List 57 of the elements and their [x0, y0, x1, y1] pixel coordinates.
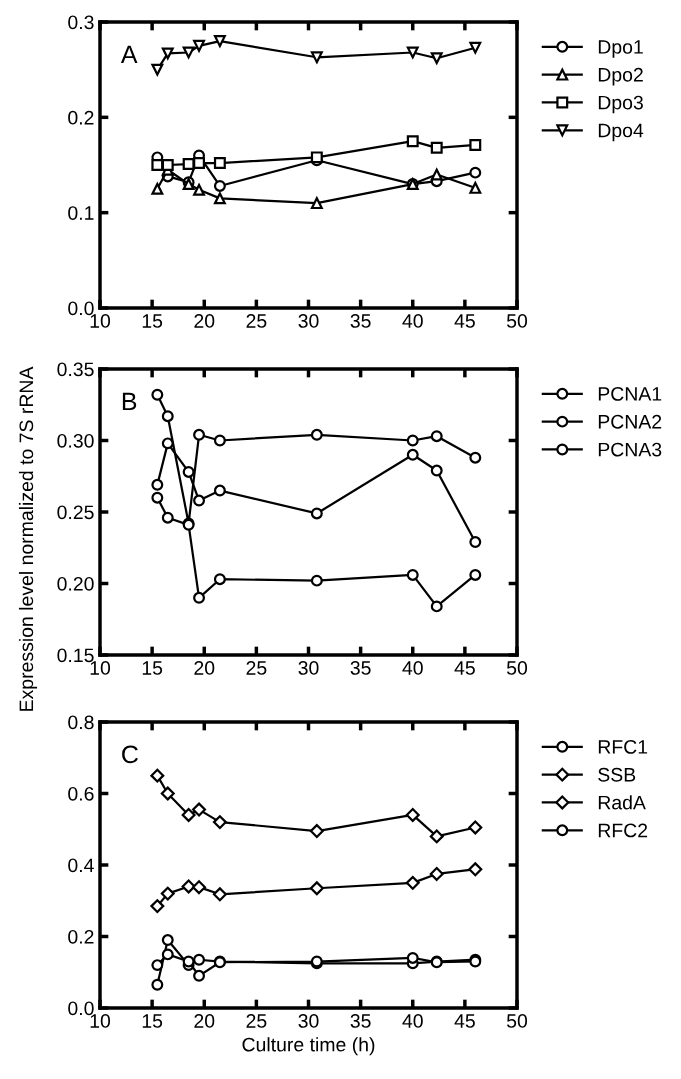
y-tick-label: 0.2: [68, 929, 94, 944]
y-tick-label: 0.2: [68, 110, 94, 125]
y-tick-label: 0.6: [68, 786, 94, 801]
y-tick-label: 0.30: [57, 433, 94, 448]
legend-label: Dpo1: [598, 40, 643, 58]
y-tick-label: 0.1: [68, 206, 94, 220]
x-tick-label: 35: [350, 661, 371, 675]
x-tick-label: 50: [506, 1014, 528, 1028]
y-tick-label: 0.0: [68, 1001, 94, 1016]
y-tick-label: 0.4: [68, 858, 94, 873]
x-tick-label: 50: [506, 661, 528, 675]
x-tick-label: 25: [246, 1014, 267, 1028]
legend-label: Dpo4: [598, 123, 644, 142]
annotation: A: [120, 45, 138, 63]
y-tick-label: 0.8: [68, 715, 94, 730]
annotation: C: [122, 745, 138, 764]
x-tick-label: 40: [402, 661, 423, 675]
legend-label: PCNA3: [598, 442, 662, 457]
x-tick-label: 40: [402, 314, 423, 328]
y-tick-label: 0.0: [68, 301, 94, 316]
legend-label: Dpo3: [598, 95, 643, 114]
y-tick-label: 0.35: [57, 362, 94, 377]
x-tick-label: 30: [298, 314, 319, 328]
x-tick-label: 35: [350, 314, 371, 328]
x-tick-label: 25: [246, 661, 267, 675]
x-tick-label: 15: [142, 661, 163, 675]
y-tick-label: 0.25: [57, 505, 94, 520]
x-tick-label: 30: [298, 661, 319, 675]
x-tick-label: 40: [402, 1014, 423, 1028]
legend-label: PCNA1: [598, 387, 662, 401]
x-tick-label: 45: [454, 314, 475, 328]
x-tick-label: 25: [246, 314, 267, 328]
y-tick-label: 0.3: [68, 15, 94, 30]
x-tick-label: 45: [454, 1014, 475, 1028]
y-tick-label: 0.15: [57, 648, 94, 663]
x-tick-label: 35: [350, 1014, 371, 1028]
x-axis-title: Culture time (h): [242, 1037, 375, 1056]
x-tick-label: 50: [506, 314, 528, 328]
legend-label: RFC2: [598, 823, 648, 838]
legend-label: RFC1: [598, 740, 648, 754]
legend-label: Dpo2: [598, 67, 643, 86]
y-tick-label: 0.20: [57, 576, 94, 591]
x-tick-label: 20: [194, 314, 215, 328]
legend-label: SSB: [598, 767, 636, 782]
x-tick-label: 15: [142, 1014, 163, 1028]
x-tick-label: 10: [90, 1014, 111, 1028]
legend-label: PCNA2: [598, 414, 662, 429]
x-tick-label: 10: [90, 314, 111, 328]
x-tick-label: 30: [298, 1014, 319, 1028]
x-tick-label: 20: [194, 661, 215, 675]
x-tick-label: 20: [194, 1014, 215, 1028]
x-tick-label: 45: [454, 661, 475, 675]
legend-label: RadA: [598, 795, 646, 810]
x-tick-label: 10: [90, 661, 111, 675]
annotation: B: [122, 392, 137, 410]
y-axis-title: Expression level normalized to 7S rRNA: [18, 366, 38, 711]
x-tick-label: 15: [142, 314, 163, 328]
